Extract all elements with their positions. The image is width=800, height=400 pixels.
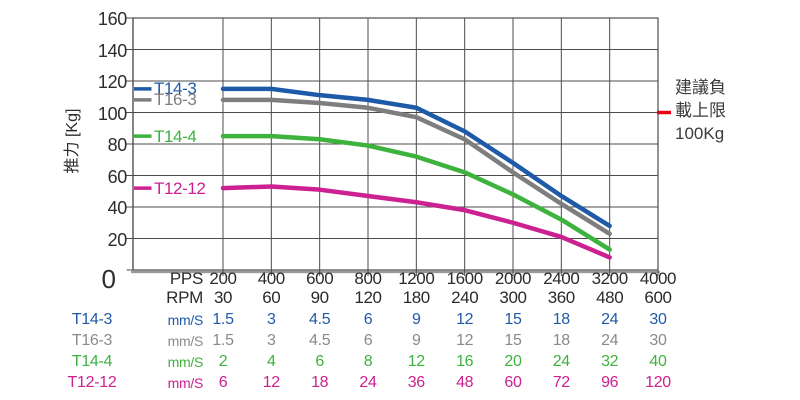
- table-speed-value: 60: [504, 374, 522, 391]
- y-tick-label: 160: [97, 9, 127, 29]
- table-speed-value: 6: [363, 332, 373, 349]
- table-speed-value: 6: [363, 311, 373, 328]
- table-speed-value: 36: [407, 374, 426, 391]
- pps-value: 600: [306, 269, 334, 288]
- table-speed-value: 1.5: [212, 332, 234, 349]
- table-speed-value: 12: [407, 353, 426, 370]
- pps-value: 2000: [494, 269, 532, 288]
- table-unit-label: mm/S: [167, 333, 204, 349]
- table-speed-value: 18: [311, 374, 329, 391]
- table-speed-value: 6: [218, 374, 228, 391]
- y-tick-label: 40: [107, 198, 128, 218]
- table-speed-value: 30: [649, 311, 667, 328]
- y-tick-label: 120: [97, 72, 127, 92]
- table-speed-value: 15: [504, 311, 522, 328]
- y-tick-label: 20: [107, 229, 128, 250]
- rpm-value: 480: [596, 288, 624, 307]
- table-speed-value: 6: [315, 353, 324, 370]
- rpm-value: 300: [499, 288, 527, 307]
- table-speed-value: 24: [601, 332, 619, 349]
- y-axis-title: 推力 [Kg]: [64, 108, 81, 174]
- table-speed-value: 9: [411, 311, 421, 328]
- table-speed-value: 18: [552, 311, 571, 328]
- table-speed-value: 4: [266, 353, 276, 370]
- rpm-value: 30: [213, 288, 233, 307]
- load-limit-annotation: 建議負載上限 100Kg: [675, 76, 726, 145]
- table-speed-value: 24: [552, 353, 571, 370]
- pps-value: 400: [257, 269, 286, 288]
- table-unit-label: mm/S: [167, 312, 204, 328]
- table-speed-value: 3: [266, 332, 276, 349]
- table-speed-value: 9: [411, 332, 421, 349]
- table-model-label: T12-12: [67, 374, 117, 391]
- table-speed-value: 12: [262, 374, 281, 391]
- table-speed-value: 8: [363, 353, 373, 370]
- table-speed-value: 4.5: [309, 332, 331, 349]
- table-speed-value: 20: [504, 353, 522, 370]
- plot-border: [132, 17, 659, 271]
- x-axis-baseline: [131, 270, 660, 274]
- annotation-line: 載上限: [675, 101, 726, 120]
- pps-value: 1600: [446, 269, 484, 288]
- table-speed-value: 1.5: [212, 311, 234, 328]
- table-speed-value: 120: [645, 374, 671, 391]
- annotation-line: 建議負: [675, 78, 726, 97]
- rpm-row-label: RPM: [166, 288, 203, 307]
- legend-label-T14-3: T14-3: [154, 79, 197, 99]
- pps-row-label: PPS: [169, 269, 203, 288]
- table-speed-value: 72: [552, 374, 571, 391]
- y-tick-label: 140: [97, 40, 127, 61]
- table-speed-value: 3: [266, 311, 276, 328]
- pps-value: 4000: [639, 269, 677, 288]
- table-model-label: T14-4: [71, 353, 113, 370]
- y-tick-label: 60: [107, 166, 128, 187]
- rpm-value: 600: [644, 288, 672, 307]
- table-speed-value: 12: [456, 311, 474, 328]
- series-line-T14-3: [220, 86, 612, 229]
- pps-value: 800: [354, 269, 382, 288]
- rpm-value: 90: [310, 288, 330, 307]
- table-speed-value: 2: [218, 353, 228, 370]
- y-axis-origin-label: 0: [101, 264, 116, 294]
- table-speed-value: 24: [601, 311, 619, 328]
- legend-label-T16-3: T16-3: [154, 90, 197, 110]
- table-unit-label: mm/S: [167, 375, 204, 391]
- rpm-value: 120: [354, 288, 382, 307]
- table-model-label: T14-3: [71, 311, 113, 328]
- table-speed-value: 16: [456, 353, 474, 370]
- table-speed-value: 12: [456, 332, 474, 349]
- legend-label-T14-4: T14-4: [154, 126, 197, 146]
- pps-value: 200: [209, 269, 237, 288]
- rpm-value: 360: [547, 288, 576, 307]
- table-model-label: T16-3: [71, 332, 113, 349]
- rpm-value: 180: [402, 288, 431, 307]
- rpm-value: 240: [451, 288, 479, 307]
- legend-label-T12-12: T12-12: [154, 178, 206, 198]
- y-tick-label: 100: [97, 103, 127, 124]
- table-speed-value: 40: [649, 353, 667, 370]
- rpm-value: 60: [262, 288, 281, 307]
- table-speed-value: 4.5: [309, 311, 331, 328]
- series-line-T16-3: [220, 97, 612, 237]
- table-speed-value: 32: [601, 353, 619, 370]
- y-tick-label: 80: [107, 135, 128, 155]
- series-line-T14-4: [220, 133, 612, 252]
- pps-value: 1200: [398, 269, 435, 288]
- table-speed-value: 96: [601, 374, 619, 391]
- table-speed-value: 24: [359, 374, 377, 391]
- table-speed-value: 18: [552, 332, 571, 349]
- table-speed-value: 30: [649, 332, 667, 349]
- annotation-line: 100Kg: [675, 124, 725, 143]
- table-speed-value: 15: [504, 332, 522, 349]
- pps-value: 2400: [543, 269, 580, 288]
- table-speed-value: 48: [456, 374, 474, 391]
- series-line-T12-12: [220, 184, 612, 260]
- table-unit-label: mm/S: [167, 354, 204, 370]
- pps-value: 3200: [591, 269, 629, 288]
